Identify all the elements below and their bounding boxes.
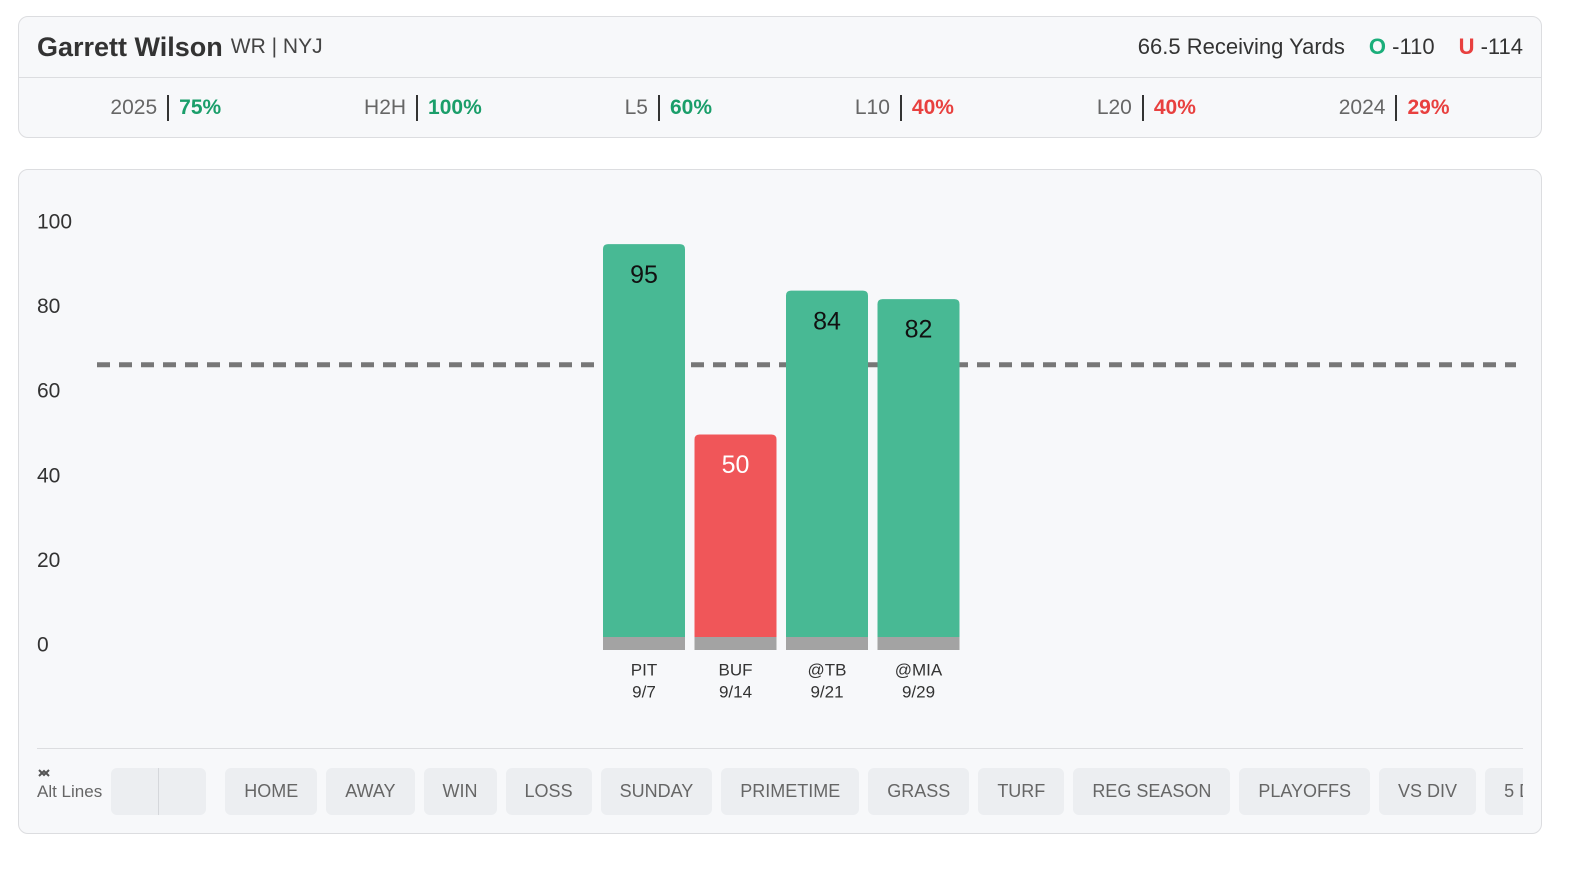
stat-label: 2024 [1339, 95, 1398, 121]
bar-base [877, 637, 960, 650]
stat: H2H 100% [364, 95, 482, 121]
bar-base [786, 637, 868, 650]
summary-card: Garrett Wilson WR | NYJ 66.5 Receiving Y… [18, 16, 1542, 138]
player-name: Garrett Wilson [37, 31, 223, 62]
filter-button[interactable]: TURF [978, 768, 1065, 815]
bar-base [603, 637, 685, 650]
filter-button[interactable]: SUNDAY [600, 768, 713, 815]
filter-button[interactable]: WIN [423, 768, 497, 815]
stat-label: L5 [625, 95, 660, 121]
filter-button[interactable]: GRASS [868, 768, 970, 815]
filter-button[interactable]: AWAY [326, 768, 415, 815]
x-date-label: 9/29 [902, 682, 935, 701]
stat-value: 100% [428, 96, 482, 119]
y-tick-label: 40 [37, 464, 60, 487]
stat-value: 40% [911, 96, 954, 119]
bar [786, 290, 868, 646]
stat-label: 2025 [110, 95, 170, 121]
stat: L5 60% [625, 95, 712, 121]
stat-label: L10 [855, 95, 902, 121]
arrow-up[interactable] [38, 768, 158, 815]
value-label: 84 [813, 307, 841, 335]
filter-button[interactable]: REG SEASON [1073, 768, 1231, 815]
y-tick-label: 0 [37, 634, 49, 657]
value-label: 50 [722, 451, 750, 479]
x-tick-label: @TB [808, 660, 847, 679]
value-label: 82 [905, 316, 933, 344]
filter-button[interactable]: LOSS [505, 768, 592, 815]
y-tick-label: 20 [37, 549, 60, 572]
filter-button[interactable]: PLAYOFFS [1239, 768, 1371, 815]
y-tick-label: 100 [37, 211, 72, 234]
player-position: WR | NYJ [230, 35, 323, 58]
over: O -110 [1369, 34, 1435, 60]
x-tick-label: @MIA [895, 660, 943, 679]
x-date-label: 9/21 [810, 682, 843, 701]
stat: 2024 29% [1339, 95, 1450, 121]
under-odds: -114 [1480, 34, 1523, 59]
filter-bar: Alt Lines HOME AWAY WIN LOSS SUNDAY PRIMETIME… [37, 768, 1523, 815]
y-tick-label: 80 [37, 295, 60, 318]
filter-button[interactable]: VS DIV [1379, 768, 1477, 815]
prop-line: 66.5 [1137, 34, 1181, 59]
over-label: O [1368, 34, 1387, 59]
x-tick-label: BUF [719, 660, 753, 679]
y-tick-label: 60 [37, 380, 60, 403]
arrow-up-icon [38, 769, 50, 777]
stat-value: 60% [669, 96, 713, 119]
prop-info: 66.5 Receiving Yards O -110 U -114 [1138, 34, 1523, 60]
stat: 2025 75% [110, 95, 221, 121]
stat-label: L20 [1097, 95, 1144, 121]
over-odds: -110 [1392, 34, 1435, 59]
header: Garrett Wilson WR | NYJ 66.5 Receiving Y… [19, 17, 1541, 78]
stat-label: H2H [364, 95, 419, 121]
stat-value: 29% [1407, 96, 1450, 119]
chart: 0 20 40 60 80 100 95 PIT 9/7 50 BUF 9/14 84 @TB 9/21 82… [37, 211, 1516, 701]
filter-button[interactable]: HOME [225, 768, 318, 815]
x-date-label: 9/14 [719, 682, 752, 701]
x-tick-label: PIT [631, 660, 657, 679]
bar-base [694, 637, 777, 650]
x-date-label: 9/7 [632, 682, 656, 701]
bar [877, 299, 960, 646]
arrow-down-icon [38, 769, 50, 777]
chart-card: 0 20 40 60 80 100 95 PIT 9/7 50 BUF 9/14 84 @TB 9/21 82… [18, 169, 1542, 834]
value-label: 95 [630, 261, 658, 289]
stat-value: 75% [179, 96, 222, 119]
under-label: U [1458, 34, 1475, 59]
stat: L10 40% [855, 95, 954, 121]
filter-button[interactable]: 5 DAYS REST [1485, 768, 1523, 815]
prop-name: Receiving Yards [1186, 34, 1345, 59]
bar [694, 434, 777, 646]
stat: L20 40% [1097, 95, 1196, 121]
alt-line-arrows [38, 768, 207, 815]
under: U -114 [1459, 34, 1523, 60]
stat-value: 40% [1153, 96, 1196, 119]
divider [37, 748, 1523, 749]
arrow-down[interactable] [38, 768, 206, 815]
prop: 66.5 Receiving Yards [1138, 34, 1345, 60]
filter-button[interactable]: PRIMETIME [721, 768, 860, 815]
hit-rates: 2025 75% H2H 100% L5 60% L10 40% L20 40% 2024 29% [19, 78, 1541, 138]
alt-lines-label: Alt Lines [37, 781, 103, 801]
bar [603, 244, 685, 646]
